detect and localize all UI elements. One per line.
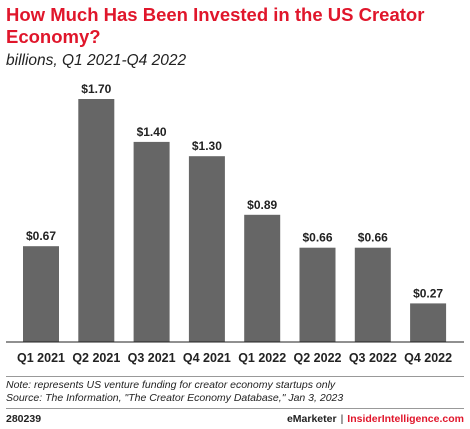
category-label: Q3 2022: [349, 351, 397, 365]
bars-group: [23, 99, 447, 342]
bar-q1-2021: [23, 246, 59, 342]
category-label: Q4 2022: [404, 351, 452, 365]
bar-q2-2022: [299, 247, 336, 342]
footnote: Note: represents US venture funding for …: [6, 379, 336, 391]
footer-brand: eMarketer | InsiderIntelligence.com: [287, 413, 464, 425]
source-note: Source: The Information, "The Creator Ec…: [6, 392, 344, 404]
chart-id: 280239: [6, 413, 42, 425]
bar-chart: $0.67 $1.70 $1.40 $1.30 $0.89 $0.66 $0.66 $0.27…: [6, 82, 464, 365]
chart-title: How Much Has Been Invested in the US Cre…: [6, 4, 425, 47]
emarketer-brand[interactable]: eMarketer: [286, 413, 337, 425]
category-label: Q2 2021: [72, 351, 120, 365]
category-label: Q1 2022: [238, 351, 286, 365]
bar-q4-2021: [188, 156, 225, 342]
category-label: Q3 2021: [128, 351, 176, 365]
value-label: $1.40: [137, 125, 167, 139]
value-label: $0.89: [247, 198, 277, 212]
notes-divider: [6, 376, 464, 377]
value-label: $0.66: [302, 231, 332, 245]
category-label: Q4 2021: [183, 351, 231, 365]
value-label: $1.70: [81, 82, 111, 96]
bar-q3-2022: [354, 247, 391, 342]
category-label: Q2 2022: [294, 351, 342, 365]
insider-intelligence-link[interactable]: InsiderIntelligence.com: [347, 413, 464, 425]
bar-q4-2022: [410, 303, 447, 342]
bar-q2-2021: [78, 99, 115, 342]
bar-q1-2022: [244, 214, 281, 342]
value-label: $0.67: [26, 229, 56, 243]
value-label: $0.27: [413, 286, 443, 300]
category-labels-group: Q1 2021 Q2 2021 Q3 2021 Q4 2021 Q1 2022 Q2 20…: [17, 351, 452, 365]
value-label: $0.66: [358, 231, 388, 245]
value-label: $1.30: [192, 139, 222, 153]
category-label: Q1 2021: [17, 351, 65, 365]
brand-separator: |: [340, 413, 344, 425]
chart-subtitle: billions, Q1 2021-Q4 2022: [6, 52, 187, 69]
bar-q3-2021: [133, 141, 170, 342]
value-labels-group: $0.67 $1.70 $1.40 $1.30 $0.89 $0.66 $0.66 $0.27: [26, 82, 443, 300]
footer-divider: [6, 408, 464, 409]
